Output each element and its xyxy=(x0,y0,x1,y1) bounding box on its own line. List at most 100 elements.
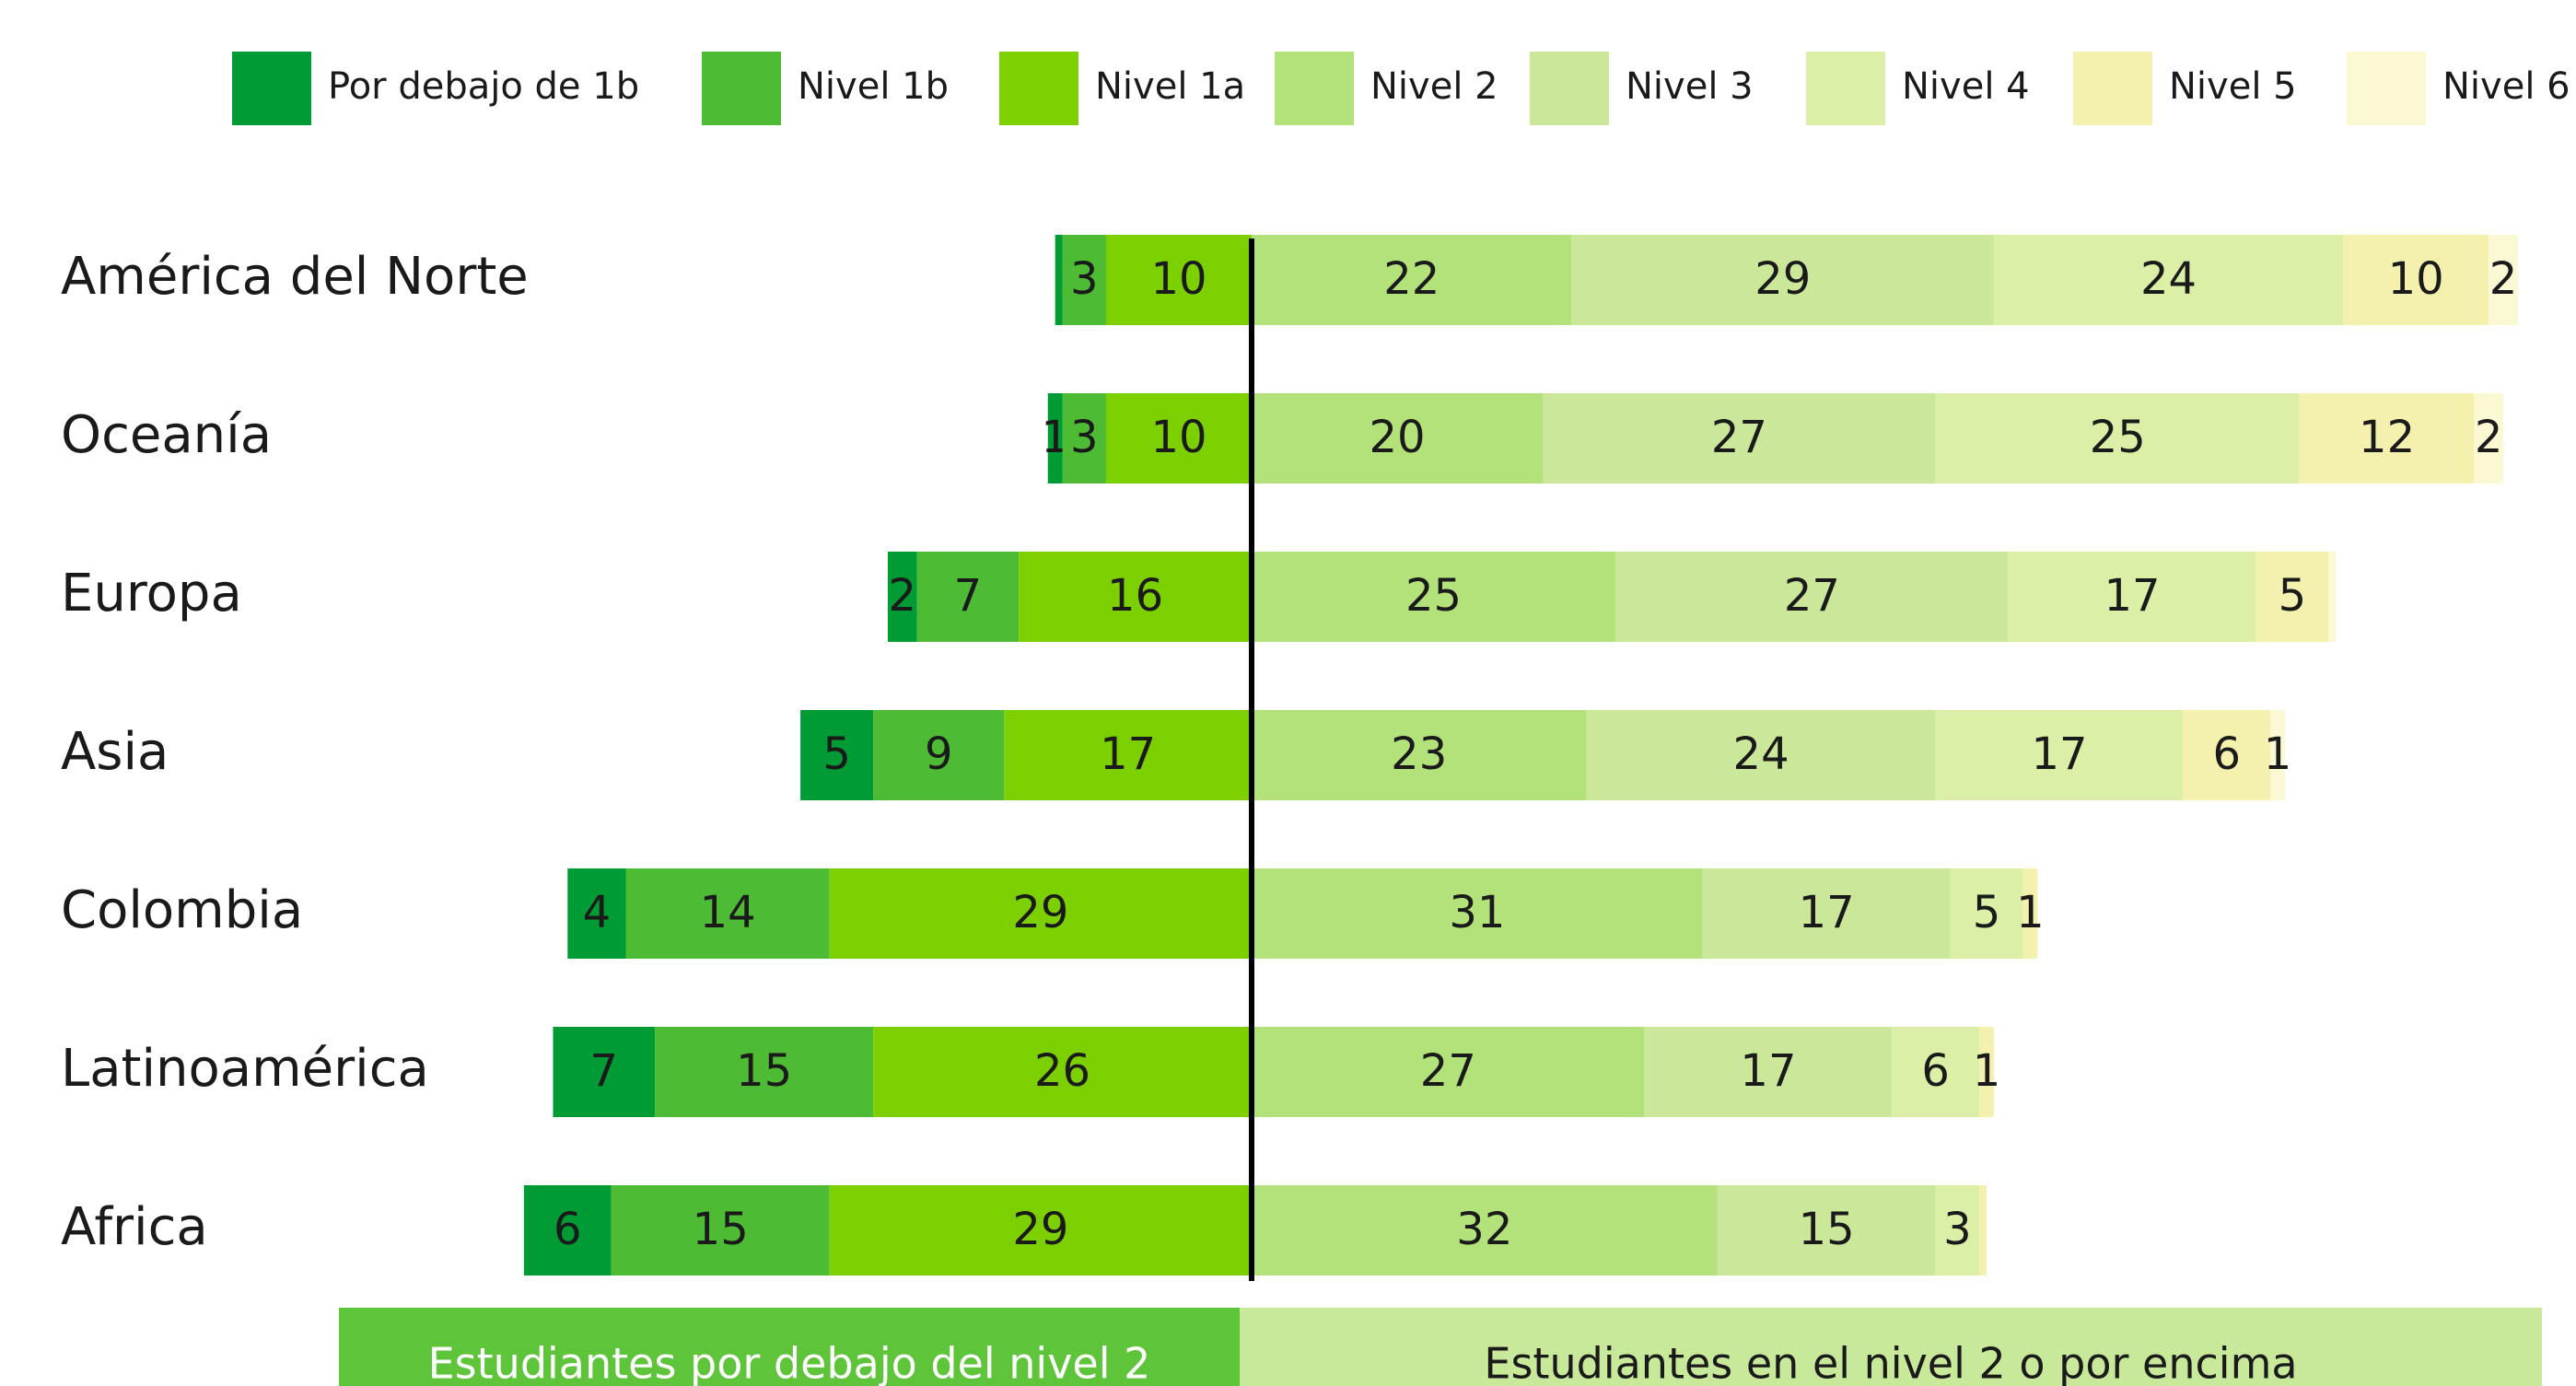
value-label: 17 xyxy=(2104,570,2160,622)
value-label: 2 xyxy=(888,570,916,622)
bar-segment xyxy=(1251,710,1587,800)
bar-segment xyxy=(611,1185,830,1275)
bar-segment xyxy=(1251,235,1572,325)
value-label: 16 xyxy=(1107,570,1163,622)
value-label: 31 xyxy=(1449,887,1505,938)
value-label: 29 xyxy=(1012,887,1068,938)
bar-segment xyxy=(2008,552,2256,642)
value-label: 2 xyxy=(2475,412,2503,463)
legend-swatch xyxy=(999,52,1078,125)
value-label: 12 xyxy=(2359,412,2415,463)
value-label: 24 xyxy=(1733,728,1789,780)
value-label: 1 xyxy=(2264,728,2292,780)
bar-segment xyxy=(2474,393,2503,483)
value-label: 27 xyxy=(1711,412,1767,463)
value-label: 17 xyxy=(1799,887,1855,938)
bar-segment xyxy=(1935,1185,1980,1275)
bar-segment xyxy=(1004,710,1252,800)
legend-label: Nivel 6 xyxy=(2442,65,2570,108)
annotation: Estudiantes en el nivel 2 o por encima xyxy=(1484,1339,2297,1386)
bar-segment xyxy=(1979,1185,1987,1275)
bar-segment xyxy=(1935,393,2300,483)
bar-segment xyxy=(2343,235,2489,325)
bar-segment xyxy=(1702,868,1951,959)
bar-segment xyxy=(873,1027,1252,1117)
value-label: 15 xyxy=(736,1045,792,1097)
value-label: 15 xyxy=(693,1204,749,1255)
bar-segment xyxy=(2255,552,2329,642)
value-label: 26 xyxy=(1034,1045,1090,1097)
legend-label: Nivel 5 xyxy=(2169,65,2297,108)
value-label: 10 xyxy=(1150,253,1206,305)
bar-segment xyxy=(1979,1027,1994,1117)
value-label: 29 xyxy=(1012,1204,1068,1255)
value-label: 22 xyxy=(1383,253,1440,305)
value-label: 17 xyxy=(2031,728,2087,780)
band-left xyxy=(339,1308,1240,1386)
bar-segment xyxy=(1251,552,1616,642)
bar-segment xyxy=(1644,1027,1893,1117)
category-label: Oceanía xyxy=(61,405,272,465)
value-label: 10 xyxy=(1150,412,1206,463)
value-label: 1 xyxy=(1973,1045,2001,1097)
legend-label: Nivel 4 xyxy=(1902,65,2030,108)
value-label: 17 xyxy=(1740,1045,1796,1097)
value-label: 7 xyxy=(954,570,983,622)
value-label: 4 xyxy=(583,887,612,938)
legend-label: Nivel 2 xyxy=(1370,65,1498,108)
value-label: 15 xyxy=(1799,1204,1855,1255)
bar-segment xyxy=(1993,235,2344,325)
category-label: Asia xyxy=(61,722,169,782)
legend-swatch xyxy=(2073,52,2152,125)
bar-segment xyxy=(523,1185,612,1275)
bar-segment xyxy=(567,868,626,959)
legend-swatch xyxy=(702,52,781,125)
value-label: 27 xyxy=(1420,1045,1476,1097)
value-label: 24 xyxy=(2140,253,2197,305)
bar-segment xyxy=(1571,235,1994,325)
bar-segment xyxy=(1105,393,1252,483)
bar-segment xyxy=(1251,1027,1645,1117)
bar-segment xyxy=(873,710,1005,800)
bar-segment xyxy=(1586,710,1936,800)
category-label: Latinoamérica xyxy=(61,1039,429,1099)
bar-segment xyxy=(655,1027,874,1117)
bar-segment xyxy=(1935,710,2184,800)
annotation: Estudiantes por debajo del nivel 2 xyxy=(428,1339,1151,1386)
bar-segment xyxy=(800,710,874,800)
bar-segment xyxy=(2489,235,2518,325)
bar-segment xyxy=(916,552,1020,642)
bar-segment xyxy=(1251,1185,1718,1275)
category-label: América del Norte xyxy=(61,247,529,307)
bar-segment xyxy=(829,1185,1252,1275)
bar-segment xyxy=(553,1027,656,1117)
bar-segment xyxy=(2299,393,2475,483)
value-label: 5 xyxy=(2279,570,2307,622)
value-label: 9 xyxy=(925,728,953,780)
value-label: 29 xyxy=(1754,253,1811,305)
bar-segment xyxy=(1251,393,1544,483)
value-label: 3 xyxy=(1070,412,1099,463)
value-label: 7 xyxy=(590,1045,619,1097)
category-label: Africa xyxy=(61,1197,208,1257)
band-right xyxy=(1240,1308,2542,1386)
value-label: 10 xyxy=(2388,253,2444,305)
bar-segment xyxy=(625,868,830,959)
bar-segment xyxy=(1892,1027,1980,1117)
bar-segment xyxy=(1105,235,1252,325)
legend-swatch xyxy=(1530,52,1609,125)
value-label: 3 xyxy=(1943,1204,1972,1255)
legend-swatch xyxy=(2347,52,2426,125)
bar-segment xyxy=(1251,868,1703,959)
bar-segment xyxy=(1055,235,1063,325)
legend-swatch xyxy=(1275,52,1354,125)
value-label: 25 xyxy=(1405,570,1462,622)
bar-segment xyxy=(2328,552,2337,642)
bar-segment xyxy=(1543,393,1936,483)
legend-swatch xyxy=(1806,52,1885,125)
bar-segment xyxy=(887,552,917,642)
value-label: 14 xyxy=(700,887,756,938)
bar-segment xyxy=(1047,393,1063,483)
category-label: Europa xyxy=(61,564,242,623)
